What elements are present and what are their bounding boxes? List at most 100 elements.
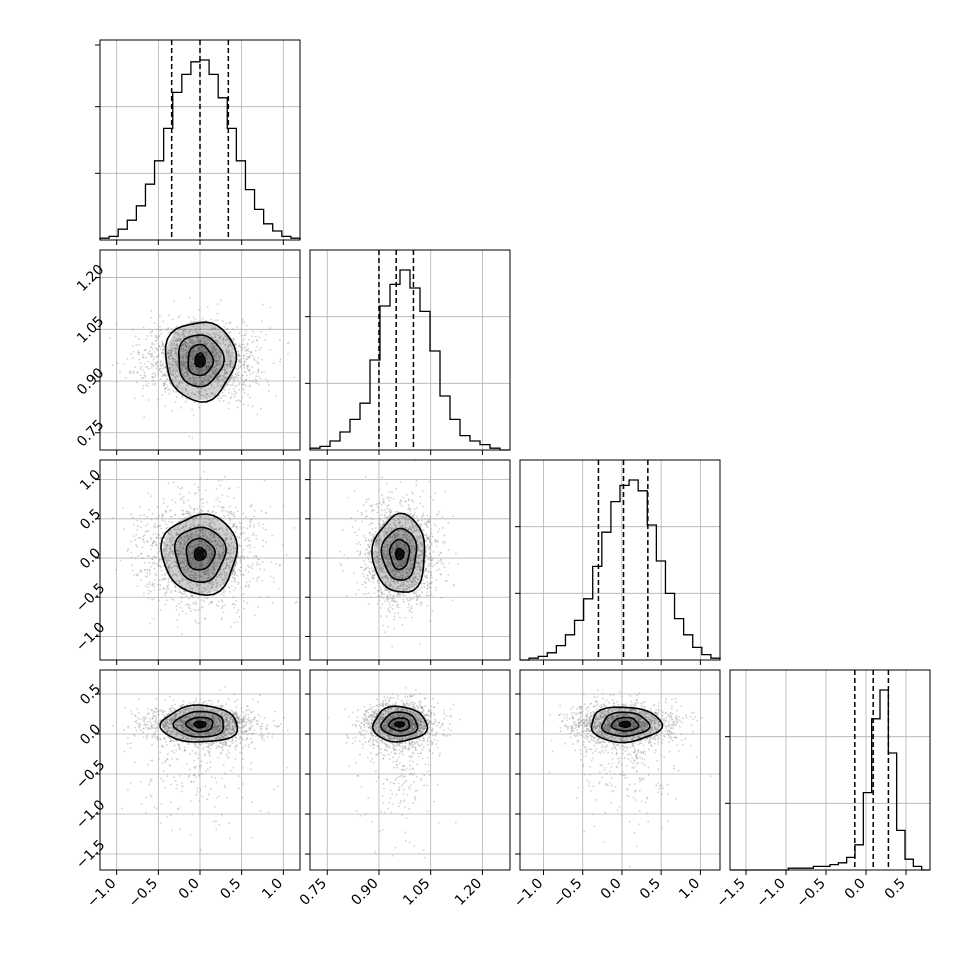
sample-point bbox=[223, 366, 226, 369]
sample-point bbox=[210, 581, 213, 584]
sample-point bbox=[185, 512, 188, 515]
sample-point bbox=[425, 574, 428, 576]
sample-point bbox=[210, 553, 213, 556]
sample-point bbox=[186, 583, 189, 586]
sample-point bbox=[213, 327, 216, 330]
sample-point bbox=[167, 351, 170, 353]
sample-point bbox=[191, 546, 194, 548]
sample-point bbox=[363, 593, 365, 596]
sample-point bbox=[415, 603, 418, 606]
sample-point bbox=[191, 342, 193, 345]
sample-point bbox=[210, 556, 212, 558]
sample-point bbox=[239, 545, 242, 548]
sample-point bbox=[193, 572, 195, 575]
sample-point bbox=[207, 574, 210, 577]
sample-point bbox=[206, 501, 208, 504]
sample-point bbox=[442, 563, 445, 566]
sample-point bbox=[169, 540, 171, 543]
sample-point bbox=[186, 534, 188, 537]
sample-point bbox=[209, 333, 212, 336]
sample-point bbox=[182, 512, 185, 515]
sample-point bbox=[263, 479, 266, 482]
sample-point bbox=[177, 334, 180, 336]
sample-point bbox=[294, 601, 297, 604]
sample-point bbox=[157, 534, 160, 537]
sample-point bbox=[219, 571, 222, 574]
sample-point bbox=[249, 351, 252, 354]
sample-point bbox=[236, 528, 239, 531]
sample-point bbox=[132, 535, 135, 538]
sample-point bbox=[167, 566, 169, 569]
sample-point bbox=[181, 357, 184, 360]
sample-point bbox=[143, 534, 146, 537]
density-peak bbox=[195, 549, 205, 560]
sample-point bbox=[139, 361, 142, 364]
sample-point bbox=[165, 387, 167, 390]
sample-point bbox=[208, 366, 211, 369]
sample-point bbox=[184, 365, 187, 368]
sample-point bbox=[168, 565, 170, 567]
sample-point bbox=[195, 327, 198, 330]
sample-point bbox=[163, 348, 165, 351]
sample-point bbox=[179, 546, 182, 549]
sample-point bbox=[198, 392, 201, 395]
sample-point bbox=[213, 534, 215, 537]
sample-point bbox=[438, 554, 441, 557]
sample-point bbox=[428, 586, 431, 588]
sample-point bbox=[175, 605, 178, 608]
sample-point bbox=[173, 341, 176, 344]
sample-point bbox=[167, 351, 169, 354]
sample-point bbox=[189, 556, 192, 559]
sample-point bbox=[422, 505, 425, 508]
sample-point bbox=[234, 506, 237, 509]
sample-point bbox=[192, 367, 195, 370]
sample-point bbox=[157, 373, 160, 376]
sample-point bbox=[176, 528, 179, 530]
sample-point bbox=[185, 352, 188, 355]
sample-point bbox=[181, 382, 184, 384]
sample-point bbox=[189, 536, 192, 538]
sample-point bbox=[192, 350, 195, 353]
sample-point bbox=[222, 337, 225, 339]
sample-point bbox=[231, 603, 234, 606]
sample-point bbox=[204, 374, 207, 377]
sample-point bbox=[231, 366, 234, 369]
sample-point bbox=[198, 523, 201, 526]
sample-point bbox=[175, 325, 178, 328]
sample-point bbox=[271, 534, 274, 537]
sample-point bbox=[215, 368, 218, 370]
sample-point bbox=[152, 379, 155, 382]
sample-point bbox=[225, 352, 228, 355]
sample-point bbox=[248, 566, 250, 569]
sample-point bbox=[136, 574, 139, 577]
sample-point bbox=[197, 390, 199, 393]
sample-point bbox=[379, 519, 381, 522]
sample-point bbox=[213, 565, 216, 568]
sample-point bbox=[430, 542, 433, 544]
sample-point bbox=[178, 537, 181, 540]
sample-point bbox=[257, 606, 259, 609]
sample-point bbox=[204, 389, 207, 391]
sample-point bbox=[156, 337, 159, 339]
sample-point bbox=[365, 549, 367, 551]
sample-point bbox=[367, 556, 369, 558]
sample-point bbox=[206, 596, 209, 599]
sample-point bbox=[182, 356, 185, 359]
sample-point bbox=[252, 371, 255, 374]
sample-point bbox=[179, 540, 181, 543]
sample-point bbox=[407, 504, 410, 506]
sample-point bbox=[227, 551, 230, 554]
sample-point bbox=[211, 526, 214, 529]
sample-point bbox=[151, 376, 154, 379]
sample-point bbox=[245, 581, 248, 584]
sample-point bbox=[238, 381, 241, 384]
sample-point bbox=[151, 598, 153, 601]
sample-point bbox=[237, 364, 240, 367]
sample-point bbox=[379, 565, 382, 568]
sample-point bbox=[222, 399, 225, 402]
sample-point bbox=[212, 370, 214, 373]
sample-point bbox=[165, 510, 167, 513]
sample-point bbox=[257, 576, 260, 578]
sample-point bbox=[227, 345, 230, 348]
sample-point bbox=[199, 349, 202, 351]
